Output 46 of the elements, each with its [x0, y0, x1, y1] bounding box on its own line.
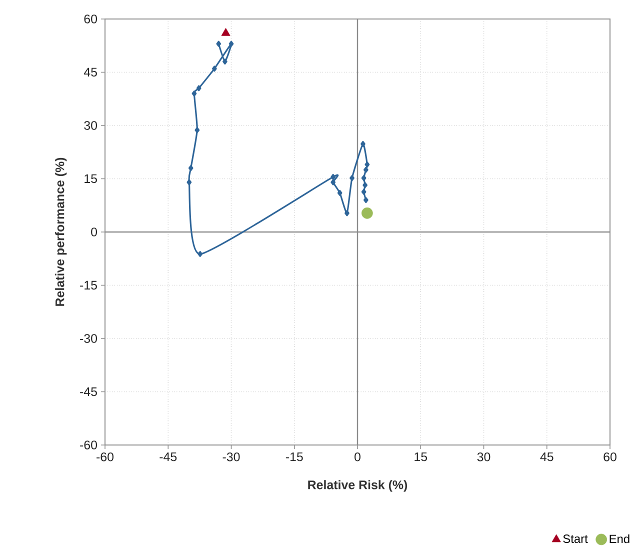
point	[216, 40, 222, 47]
x-tick-label: 45	[540, 452, 554, 462]
point	[360, 140, 366, 147]
x-tick-label: 30	[477, 452, 490, 462]
point	[222, 58, 228, 65]
y-tick-label: 30	[84, 121, 98, 130]
y-axis-title: Relative performance (%)	[55, 158, 67, 306]
point	[221, 28, 230, 36]
point	[192, 90, 197, 97]
point	[361, 175, 366, 182]
x-axis-title: Relative Risk (%)	[308, 480, 408, 492]
y-tick-label: 15	[84, 174, 97, 184]
point	[350, 175, 354, 182]
legend-label: End	[610, 534, 630, 544]
x-tick-label: -15	[286, 452, 303, 462]
point	[196, 85, 202, 92]
point	[330, 179, 336, 186]
point	[194, 127, 200, 134]
point	[330, 174, 336, 180]
point	[337, 190, 342, 196]
x-tick-label: -45	[160, 452, 177, 462]
point	[363, 166, 368, 173]
point	[198, 251, 203, 257]
point	[228, 40, 234, 47]
y-tick-label: -30	[80, 334, 98, 343]
point	[344, 210, 350, 216]
x-tick-label: -30	[222, 452, 240, 462]
y-tick-label: -15	[80, 280, 97, 290]
point	[364, 162, 370, 168]
point	[362, 207, 373, 219]
x-tick-label: 60	[604, 452, 616, 462]
point	[363, 197, 368, 204]
x-tick-label: -60	[96, 452, 114, 462]
point	[362, 182, 368, 188]
point	[188, 165, 194, 172]
y-tick-label: 0	[91, 228, 98, 236]
point	[186, 179, 192, 186]
point	[361, 188, 366, 195]
y-tick-label: -60	[80, 440, 98, 450]
y-tick-label: 45	[84, 68, 97, 77]
x-tick-label: 0	[354, 452, 360, 462]
legend-label: Start	[563, 534, 588, 543]
y-tick-label: -45	[80, 387, 97, 396]
y-tick-label: 60	[84, 14, 98, 24]
point	[212, 66, 217, 72]
x-tick-label: 15	[414, 452, 428, 462]
